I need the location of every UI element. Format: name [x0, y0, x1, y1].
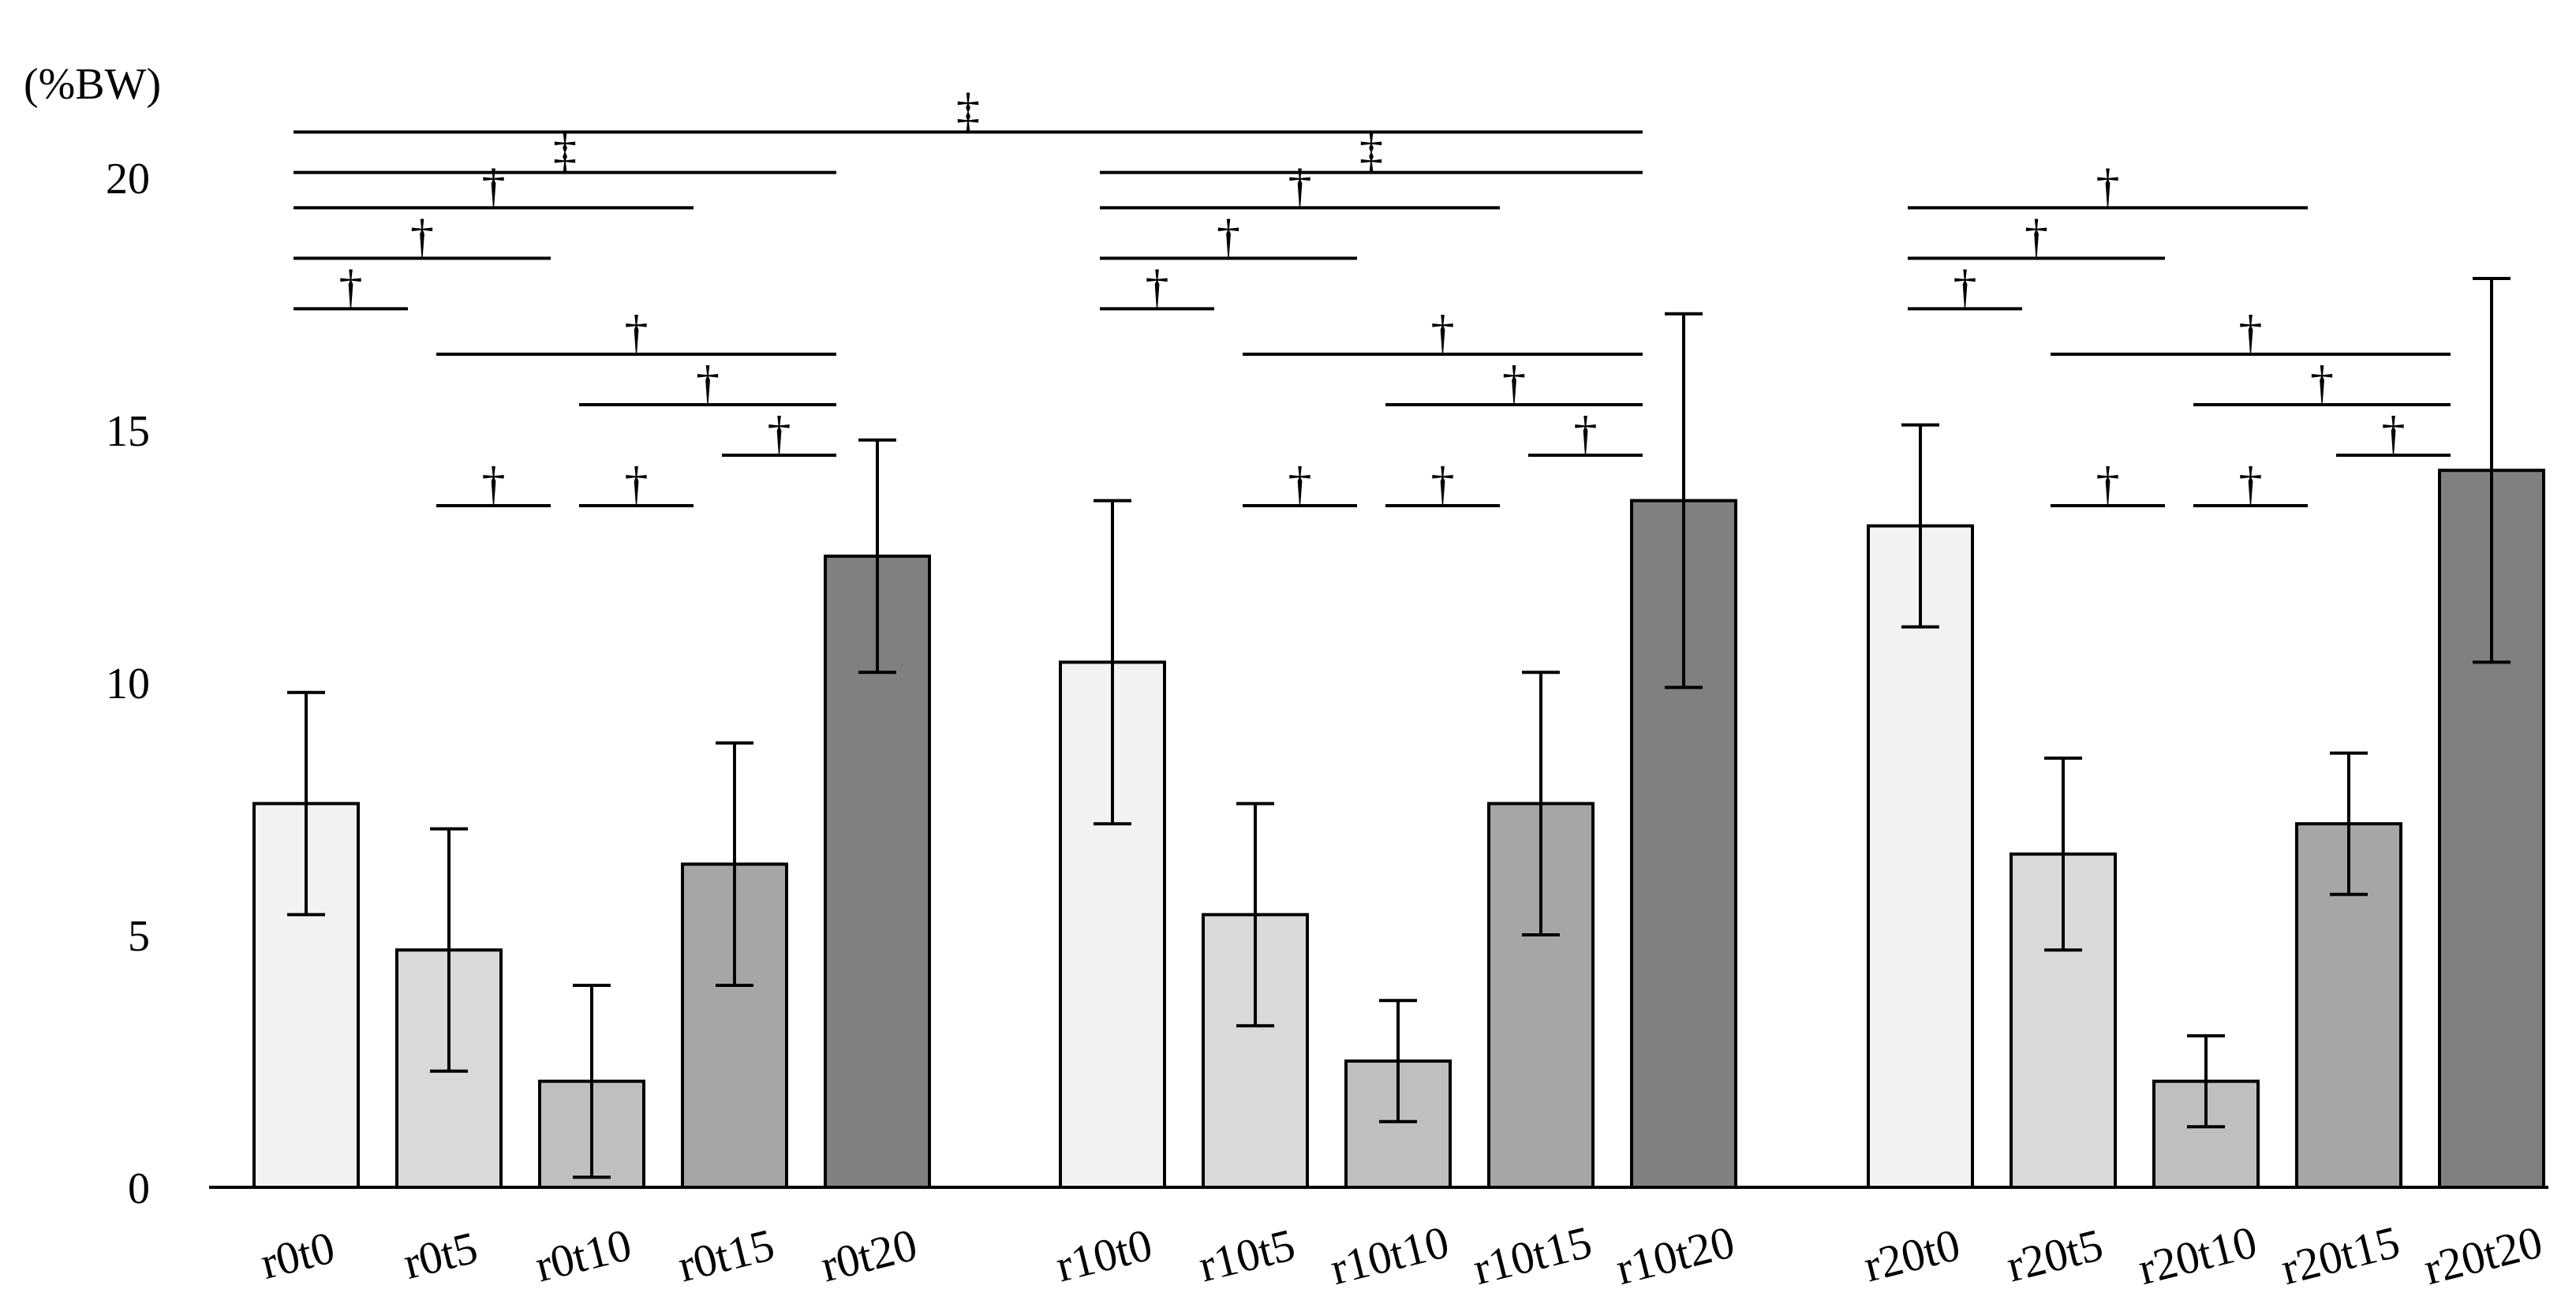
significance-symbol: † — [2096, 458, 2120, 510]
x-tick-label-r20t0: r20t0 — [1859, 1219, 1965, 1292]
significance-bracket: ‡ — [293, 125, 836, 177]
y-tick-label-0: 0 — [128, 1164, 150, 1213]
significance-annotations: ‡ ‡ ‡ † † † † † † † † † † † † † † † † † † † † † † † † — [293, 84, 2451, 510]
error-bar-r10t15 — [1522, 671, 1560, 936]
significance-bracket: † — [1908, 260, 2022, 312]
significance-symbol: † — [1288, 458, 1312, 510]
significance-symbol: † — [1288, 159, 1312, 211]
error-bar-r0t5 — [430, 827, 468, 1073]
error-bar-r20t0 — [1901, 423, 1939, 629]
bar-r20t0 — [1867, 524, 1974, 1189]
error-bar-r0t20 — [858, 438, 896, 675]
significance-symbol: † — [2239, 458, 2263, 510]
error-bar-r20t20 — [2473, 277, 2511, 664]
error-bars — [287, 277, 2511, 1179]
significance-bracket: † — [1100, 210, 1357, 262]
y-tick-label-10: 10 — [106, 660, 150, 708]
x-tick-label-r20t5: r20t5 — [2002, 1219, 2108, 1292]
x-tick-label-r0t20: r0t20 — [816, 1219, 922, 1292]
x-tick-label-r10t20: r10t20 — [1611, 1216, 1740, 1295]
significance-bracket: † — [1385, 458, 1500, 510]
significance-bracket: † — [1100, 260, 1214, 312]
significance-bracket: † — [1908, 210, 2165, 262]
y-tick-label-15: 15 — [106, 407, 150, 456]
significance-bracket: † — [579, 458, 694, 510]
significance-bracket: † — [1100, 159, 1500, 211]
significance-bracket: † — [579, 357, 836, 409]
x-tick-label-r10t10: r10t10 — [1325, 1216, 1454, 1295]
error-bar-r10t5 — [1236, 802, 1274, 1028]
significance-symbol: † — [1217, 210, 1240, 262]
significance-symbol: † — [1431, 458, 1455, 510]
y-tick-label-5: 5 — [128, 912, 150, 961]
x-tick-label-r0t15: r0t15 — [673, 1219, 780, 1292]
significance-symbol: † — [768, 407, 791, 459]
error-bar-r0t0 — [287, 690, 325, 917]
error-bar-r10t0 — [1094, 499, 1131, 826]
significance-symbol: † — [1146, 260, 1169, 312]
significance-bracket: † — [2051, 458, 2165, 510]
significance-bracket: † — [2193, 357, 2451, 409]
significance-symbol: † — [2096, 159, 2120, 211]
significance-symbol: † — [1431, 306, 1455, 358]
significance-bracket: † — [1528, 407, 1643, 459]
significance-bracket: † — [436, 458, 551, 510]
y-tick-label-20: 20 — [106, 155, 150, 204]
significance-bracket: † — [293, 260, 408, 312]
error-bar-r20t15 — [2330, 751, 2368, 896]
x-tick-label-r0t0: r0t0 — [256, 1221, 339, 1289]
significance-bracket: † — [293, 159, 694, 211]
x-tick-label-r20t15: r20t15 — [2276, 1216, 2405, 1295]
significance-bracket: † — [2193, 458, 2308, 510]
bar-r0t0 — [252, 802, 360, 1189]
significance-symbol: † — [1502, 357, 1526, 409]
significance-bracket: † — [1385, 357, 1643, 409]
error-bar-r0t10 — [573, 984, 611, 1179]
significance-symbol: † — [1953, 260, 1977, 312]
significance-symbol: † — [339, 260, 363, 312]
significance-bracket: † — [1243, 458, 1357, 510]
x-tick-label-r10t0: r10t0 — [1051, 1219, 1157, 1292]
significance-bracket: † — [293, 210, 551, 262]
significance-bracket: † — [2051, 306, 2451, 358]
x-tick-label-r0t10: r0t10 — [530, 1219, 637, 1292]
significance-bracket: † — [436, 306, 836, 358]
significance-symbol: ‡ — [1359, 125, 1383, 177]
significance-symbol: † — [410, 210, 434, 262]
error-bar-r10t20 — [1665, 312, 1703, 690]
significance-symbol: † — [1574, 407, 1598, 459]
significance-bracket: † — [1908, 159, 2308, 211]
significance-symbol: † — [482, 159, 506, 211]
x-tick-label-r0t5: r0t5 — [398, 1221, 482, 1289]
significance-bracket: ‡ — [293, 84, 1643, 136]
significance-symbol: † — [482, 458, 506, 510]
error-bar-r20t10 — [2187, 1034, 2225, 1129]
error-bar-r20t5 — [2044, 757, 2082, 952]
significance-symbol: ‡ — [553, 125, 577, 177]
axes: r0t0 r0t5 r0t10 r0t15 r0t20 r10t0 r10t5 r10t10 r… — [106, 155, 2548, 1295]
significance-bracket: † — [2336, 407, 2451, 459]
error-bar-r0t15 — [716, 741, 753, 987]
x-tick-label-r20t10: r20t10 — [2133, 1216, 2262, 1295]
error-bar-r10t10 — [1379, 999, 1417, 1123]
significance-symbol: † — [2310, 357, 2334, 409]
significance-bracket: ‡ — [1100, 125, 1643, 177]
x-tick-label-r20t20: r20t20 — [2419, 1216, 2548, 1295]
significance-symbol: † — [2382, 407, 2406, 459]
significance-symbol: † — [625, 306, 649, 358]
x-tick-label-r10t15: r10t15 — [1468, 1216, 1597, 1295]
x-tick-label-r10t5: r10t5 — [1194, 1219, 1300, 1292]
significance-symbol: ‡ — [956, 84, 980, 136]
y-axis-label: (%BW) — [24, 60, 161, 109]
significance-symbol: † — [696, 357, 720, 409]
significance-symbol: † — [2239, 306, 2263, 358]
significance-bracket: † — [1243, 306, 1643, 358]
significance-symbol: † — [2025, 210, 2048, 262]
significance-symbol: † — [625, 458, 649, 510]
significance-bracket: † — [722, 407, 836, 459]
